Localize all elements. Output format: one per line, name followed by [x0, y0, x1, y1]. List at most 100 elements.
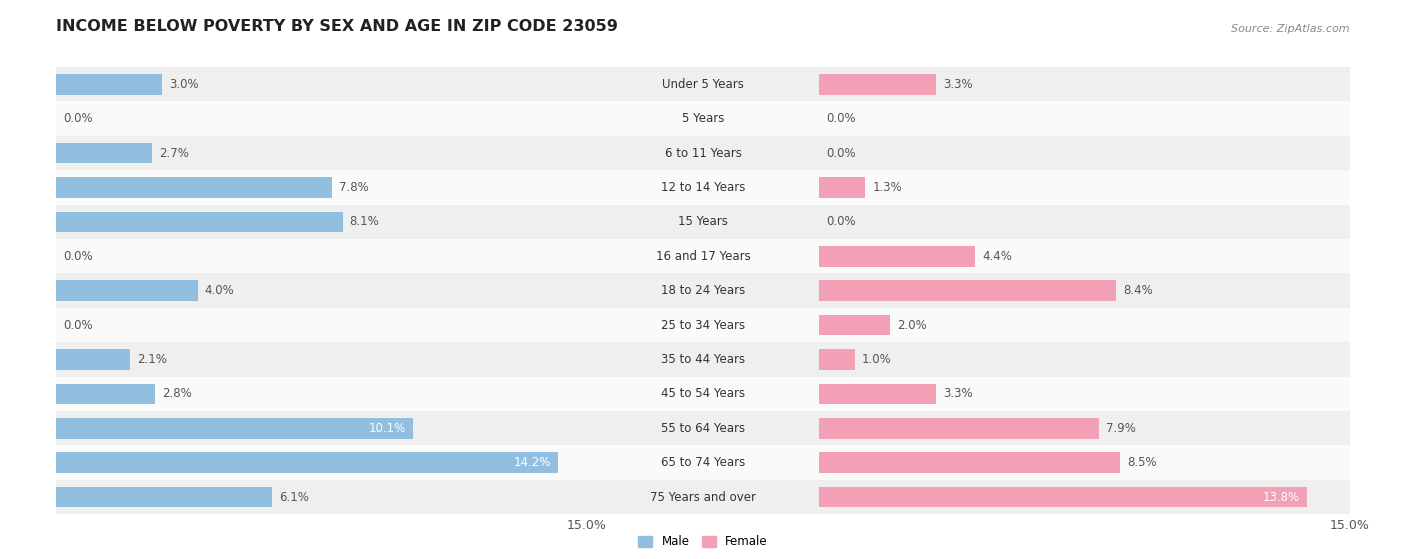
Bar	[56, 349, 131, 370]
Bar	[820, 383, 936, 404]
Bar	[586, 342, 820, 377]
Text: 0.0%: 0.0%	[63, 112, 93, 125]
Legend: Male, Female: Male, Female	[634, 530, 772, 553]
Text: 16 and 17 Years: 16 and 17 Years	[655, 250, 751, 263]
Text: 2.0%: 2.0%	[897, 319, 927, 331]
Text: INCOME BELOW POVERTY BY SEX AND AGE IN ZIP CODE 23059: INCOME BELOW POVERTY BY SEX AND AGE IN Z…	[56, 18, 619, 34]
Bar	[586, 102, 820, 136]
Bar	[820, 315, 890, 335]
Text: 35 to 44 Years: 35 to 44 Years	[661, 353, 745, 366]
Bar	[820, 246, 974, 267]
Text: 18 to 24 Years: 18 to 24 Years	[661, 284, 745, 297]
Bar	[820, 452, 1121, 473]
Bar	[820, 480, 1350, 514]
Text: 13.8%: 13.8%	[1263, 491, 1301, 504]
Bar	[586, 136, 820, 170]
Text: 0.0%: 0.0%	[827, 146, 856, 159]
Text: 7.8%: 7.8%	[339, 181, 368, 194]
Bar	[586, 446, 820, 480]
Text: 6 to 11 Years: 6 to 11 Years	[665, 146, 741, 159]
Bar	[586, 170, 820, 205]
Bar	[56, 170, 586, 205]
Bar	[820, 205, 1350, 239]
Text: 2.7%: 2.7%	[159, 146, 188, 159]
Bar	[56, 74, 162, 94]
Text: 4.4%: 4.4%	[981, 250, 1012, 263]
Bar	[56, 383, 155, 404]
Bar	[56, 239, 586, 273]
Bar	[820, 170, 1350, 205]
Text: 8.4%: 8.4%	[1123, 284, 1153, 297]
Text: 0.0%: 0.0%	[63, 250, 93, 263]
Text: 10.1%: 10.1%	[368, 422, 406, 435]
Text: 55 to 64 Years: 55 to 64 Years	[661, 422, 745, 435]
Bar	[56, 377, 586, 411]
Bar	[820, 239, 1350, 273]
Bar	[820, 281, 1116, 301]
Text: 2.8%: 2.8%	[162, 387, 193, 400]
Text: 0.0%: 0.0%	[827, 215, 856, 229]
Text: 3.3%: 3.3%	[943, 387, 973, 400]
Bar	[56, 281, 198, 301]
Text: Source: ZipAtlas.com: Source: ZipAtlas.com	[1232, 23, 1350, 34]
Text: 1.3%: 1.3%	[873, 181, 903, 194]
Bar	[820, 74, 936, 94]
Bar	[56, 205, 586, 239]
Text: 14.2%: 14.2%	[513, 456, 551, 469]
Text: 1.0%: 1.0%	[862, 353, 891, 366]
Bar	[56, 308, 586, 342]
Bar	[56, 143, 152, 163]
Bar	[820, 67, 1350, 102]
Bar	[586, 411, 820, 446]
Text: 5 Years: 5 Years	[682, 112, 724, 125]
Bar	[56, 446, 586, 480]
Bar	[56, 102, 586, 136]
Text: 3.0%: 3.0%	[169, 78, 200, 91]
Bar	[56, 411, 586, 446]
Text: 8.1%: 8.1%	[350, 215, 380, 229]
Bar	[820, 446, 1350, 480]
Text: 65 to 74 Years: 65 to 74 Years	[661, 456, 745, 469]
Bar	[820, 177, 865, 198]
Bar	[56, 67, 586, 102]
Text: 6.1%: 6.1%	[278, 491, 309, 504]
Text: 7.9%: 7.9%	[1105, 422, 1136, 435]
Text: 12 to 14 Years: 12 to 14 Years	[661, 181, 745, 194]
Bar	[586, 67, 820, 102]
Text: 75 Years and over: 75 Years and over	[650, 491, 756, 504]
Bar	[56, 136, 586, 170]
Bar	[56, 418, 413, 439]
Bar	[56, 177, 332, 198]
Bar	[586, 480, 820, 514]
Bar	[586, 308, 820, 342]
Bar	[586, 273, 820, 308]
Bar	[820, 411, 1350, 446]
Bar	[820, 377, 1350, 411]
Text: 0.0%: 0.0%	[827, 112, 856, 125]
Bar	[820, 308, 1350, 342]
Bar	[56, 452, 558, 473]
Text: 45 to 54 Years: 45 to 54 Years	[661, 387, 745, 400]
Bar	[586, 205, 820, 239]
Text: 15 Years: 15 Years	[678, 215, 728, 229]
Text: 8.5%: 8.5%	[1128, 456, 1157, 469]
Text: 25 to 34 Years: 25 to 34 Years	[661, 319, 745, 331]
Bar	[820, 273, 1350, 308]
Text: 4.0%: 4.0%	[205, 284, 235, 297]
Bar	[820, 136, 1350, 170]
Bar	[820, 342, 1350, 377]
Bar	[56, 342, 586, 377]
Text: 2.1%: 2.1%	[138, 353, 167, 366]
Bar	[820, 349, 855, 370]
Text: 3.3%: 3.3%	[943, 78, 973, 91]
Bar	[820, 102, 1350, 136]
Bar	[820, 487, 1308, 508]
Text: 0.0%: 0.0%	[63, 319, 93, 331]
Bar	[820, 418, 1098, 439]
Bar	[586, 377, 820, 411]
Bar	[56, 480, 586, 514]
Bar	[586, 239, 820, 273]
Bar	[56, 487, 271, 508]
Text: Under 5 Years: Under 5 Years	[662, 78, 744, 91]
Bar	[56, 273, 586, 308]
